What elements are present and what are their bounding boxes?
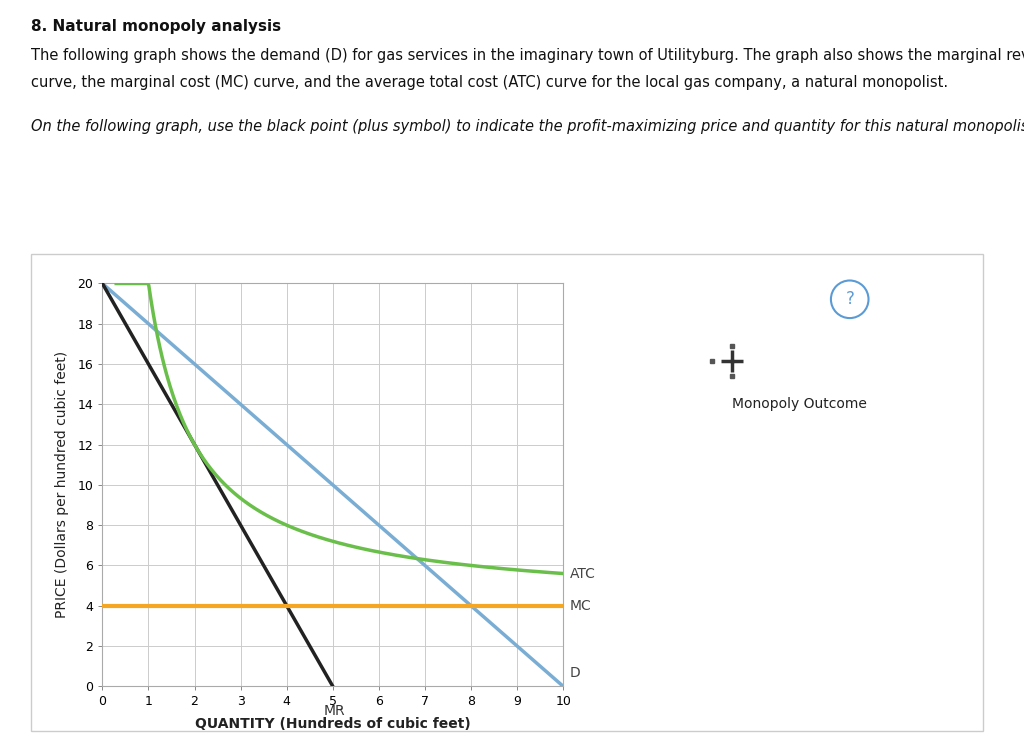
Text: D: D xyxy=(570,666,581,680)
Text: 8. Natural monopoly analysis: 8. Natural monopoly analysis xyxy=(31,19,281,34)
Text: On the following graph, use the black point (plus symbol) to indicate the profit: On the following graph, use the black po… xyxy=(31,119,1024,134)
Text: MC: MC xyxy=(570,599,592,612)
Text: ATC: ATC xyxy=(570,566,596,580)
Text: ?: ? xyxy=(845,290,854,308)
Text: The following graph shows the demand (D) for gas services in the imaginary town : The following graph shows the demand (D)… xyxy=(31,48,1024,63)
X-axis label: QUANTITY (Hundreds of cubic feet): QUANTITY (Hundreds of cubic feet) xyxy=(195,717,471,730)
Text: MR: MR xyxy=(324,704,345,718)
Text: Monopoly Outcome: Monopoly Outcome xyxy=(732,397,867,411)
Y-axis label: PRICE (Dollars per hundred cubic feet): PRICE (Dollars per hundred cubic feet) xyxy=(55,351,70,618)
Text: curve, the marginal cost (MC) curve, and the average total cost (ATC) curve for : curve, the marginal cost (MC) curve, and… xyxy=(31,75,948,90)
